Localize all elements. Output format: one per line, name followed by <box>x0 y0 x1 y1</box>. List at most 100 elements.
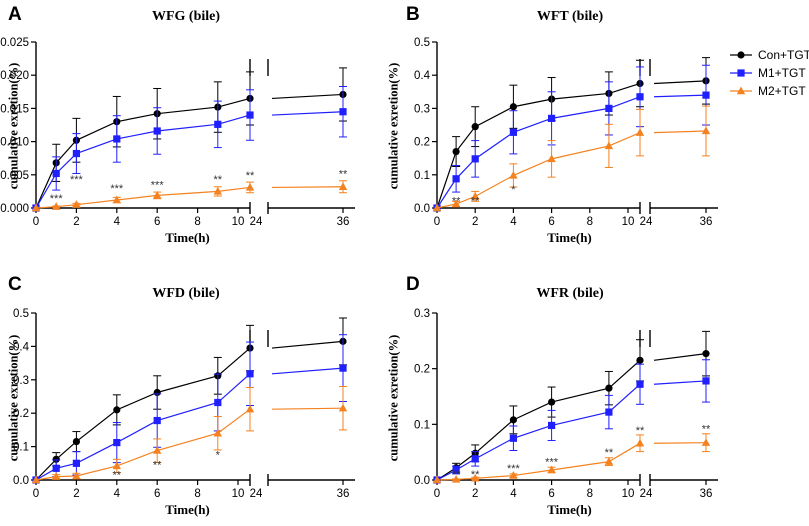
data-point <box>547 465 556 474</box>
data-point <box>605 408 613 416</box>
data-point <box>509 416 517 424</box>
significance-label: ** <box>153 459 162 471</box>
series-con-tgt <box>433 57 710 212</box>
series-line <box>271 367 344 375</box>
data-point <box>52 472 61 480</box>
data-point <box>605 384 613 392</box>
y-tick-label: 0.2 <box>13 408 29 420</box>
series-line <box>271 186 344 189</box>
y-tick-label: 0.015 <box>0 103 29 115</box>
data-point <box>72 437 80 446</box>
significance-label: *** <box>110 183 124 195</box>
chart-title: WFR (bile) <box>536 286 604 301</box>
data-point <box>112 195 121 204</box>
data-point <box>471 473 480 482</box>
panel-letter: D <box>406 274 420 295</box>
x-tick-label: 36 <box>337 488 350 500</box>
chart-title: WFD (bile) <box>152 286 220 301</box>
x-tick-label: 8 <box>194 216 200 228</box>
data-point <box>213 428 222 437</box>
data-point <box>113 406 121 414</box>
x-axis-label: Time(h) <box>165 230 210 245</box>
significance-label: *** <box>507 463 521 475</box>
data-point <box>213 186 222 195</box>
significance-label: *** <box>70 174 84 186</box>
data-point <box>471 191 480 200</box>
significance-label: ** <box>113 469 122 481</box>
x-tick-label: 0 <box>434 488 440 500</box>
data-point <box>451 474 461 483</box>
series-m2-tgt <box>31 180 348 212</box>
chart-panel-b: B WFT (bile) 0.0 0.1 0.2 0.3 0.4 0.5 cumulative … <box>386 4 718 245</box>
y-tick-label: 0.4 <box>13 341 30 353</box>
x-axis-label: Time(h) <box>165 502 210 517</box>
data-point <box>432 203 442 212</box>
data-point <box>509 128 517 136</box>
y-tick-label: 0.2 <box>414 364 430 376</box>
series-m1-tgt <box>433 64 710 212</box>
legend-marker <box>736 86 746 95</box>
y-tick-label: 0.4 <box>414 70 431 82</box>
x-tick-label: 10 <box>622 216 635 228</box>
data-point <box>702 377 710 385</box>
significance-label: *** <box>50 193 64 205</box>
y-tick-label: 0.020 <box>0 70 29 82</box>
significance-label: * <box>511 184 516 196</box>
y-tick-label: 0.1 <box>414 170 430 182</box>
y-tick-label: 0.5 <box>13 308 29 320</box>
y-tick-label: 0.3 <box>414 308 430 320</box>
chart-panel-c: C WFD (bile) 0.0 0.1 0.2 0.3 0.4 0.5 cumulative … <box>6 274 355 517</box>
data-point <box>72 200 81 208</box>
x-tick-label: 10 <box>622 488 635 500</box>
data-point <box>452 175 460 183</box>
x-tick-label: 6 <box>548 216 554 228</box>
data-point <box>113 438 121 447</box>
panel-letter: A <box>8 4 22 25</box>
series-m2-tgt <box>432 433 711 484</box>
panel-letter: B <box>406 4 420 25</box>
legend-label: Con+TGT <box>758 48 809 62</box>
significance-label: ** <box>471 196 480 208</box>
data-point <box>509 170 518 179</box>
y-tick-label: 0.3 <box>13 375 29 387</box>
x-tick-label: 6 <box>154 216 160 228</box>
panel-letter: C <box>8 274 22 295</box>
chart-title: WFT (bile) <box>537 9 604 24</box>
x-tick-label: 2 <box>73 488 79 500</box>
legend-marker <box>737 69 745 77</box>
data-point <box>153 416 161 425</box>
x-tick-label: 2 <box>73 216 79 228</box>
data-point <box>214 120 222 128</box>
y-tick-label: 0.1 <box>414 419 430 431</box>
data-point <box>246 111 254 119</box>
chart-panel-a: A WFG (bile) 0.000 0.005 0.010 0.015 0.020 0.02… <box>0 4 355 245</box>
data-point <box>245 182 255 191</box>
significance-label: *** <box>545 457 559 469</box>
x-tick-label: 36 <box>700 216 713 228</box>
x-tick-label: 4 <box>114 488 121 500</box>
significance-label: ** <box>452 469 461 481</box>
data-point <box>451 199 461 208</box>
data-point <box>153 127 161 135</box>
x-tick-label: 6 <box>154 488 160 500</box>
data-point <box>635 438 645 447</box>
x-tick-label: 8 <box>194 488 200 500</box>
series-line <box>653 130 707 134</box>
y-axis-label: cumulative exretion(%) <box>6 335 20 461</box>
series-line <box>653 80 707 85</box>
data-point <box>339 364 347 372</box>
x-tick-label: 24 <box>640 488 653 500</box>
x-tick-label: 36 <box>337 216 350 228</box>
series-line <box>271 111 344 116</box>
x-tick-label: 8 <box>587 216 593 228</box>
data-point <box>432 475 442 484</box>
data-point <box>548 114 556 122</box>
data-point <box>636 93 644 101</box>
data-point <box>113 135 121 143</box>
series-con-tgt <box>32 67 347 212</box>
data-point <box>153 446 162 454</box>
x-tick-label: 10 <box>232 488 245 500</box>
data-point <box>72 459 80 467</box>
x-tick-label: 0 <box>33 488 39 500</box>
data-point <box>509 103 517 111</box>
